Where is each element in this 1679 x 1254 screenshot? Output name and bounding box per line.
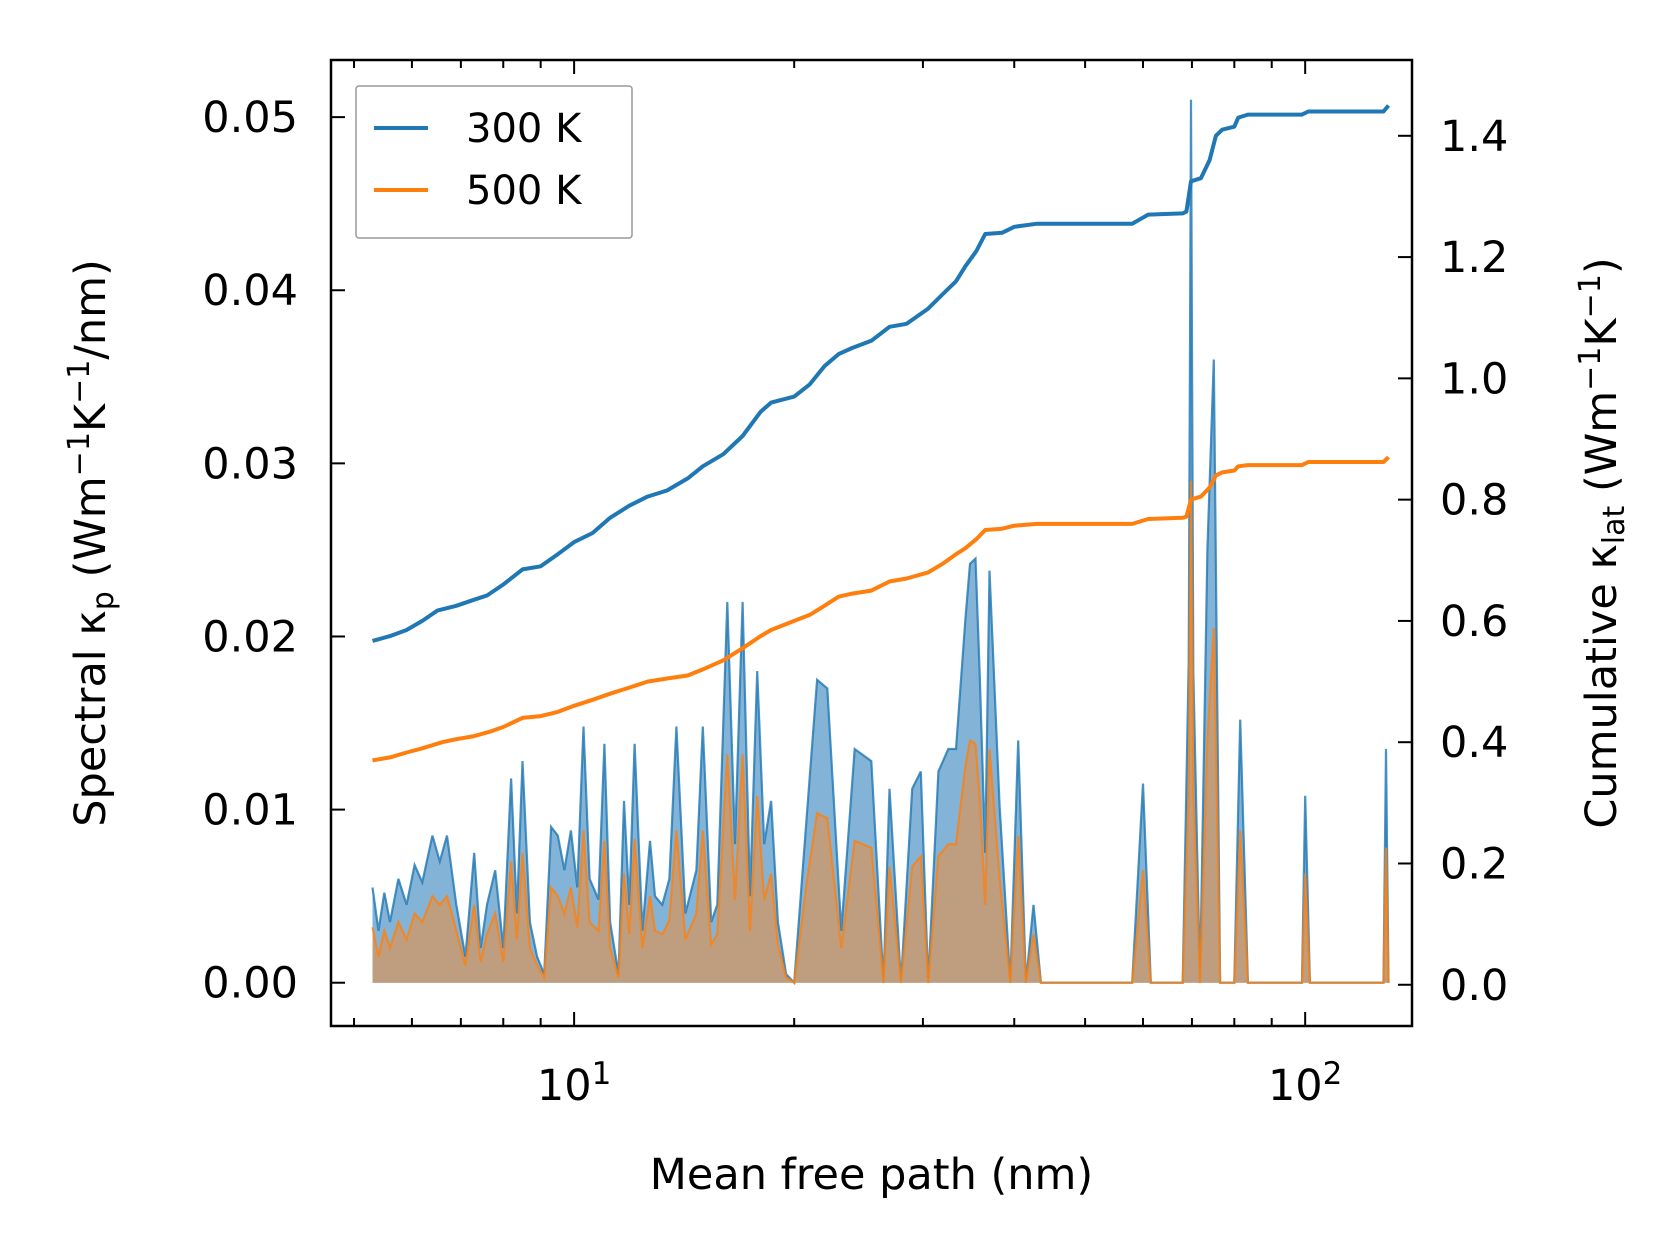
legend-box bbox=[355, 85, 633, 239]
legend-label: 300 K bbox=[466, 106, 583, 152]
spectral-area-300k bbox=[372, 99, 1389, 983]
legend: 300 K 500 K bbox=[355, 85, 633, 239]
y-right-tick-label: 1.0 bbox=[1440, 354, 1508, 404]
y-right-tick-label: 0.0 bbox=[1440, 961, 1508, 1011]
y-right-tick-label: 0.2 bbox=[1440, 839, 1508, 889]
y-right-tick-label: 1.2 bbox=[1440, 233, 1508, 283]
y-left-axis-title: Spectral κp (Wm−1K−1/nm) bbox=[62, 259, 121, 827]
x-tick-label: 101 bbox=[537, 1056, 611, 1111]
plot-content bbox=[371, 99, 1391, 986]
spectral-area-500k bbox=[372, 480, 1389, 983]
y-left-tick-label: 0.04 bbox=[202, 266, 298, 316]
legend-label: 500 K bbox=[466, 168, 583, 214]
plot-frame bbox=[329, 58, 1414, 1028]
axes: 101 102 0.00 0.01 0.02 0.03 0.04 0.05 0.0 0.2 0.4 0… bbox=[62, 58, 1632, 1200]
y-left-tick-label: 0.02 bbox=[202, 612, 298, 662]
y-left-tick-label: 0.00 bbox=[202, 959, 298, 1009]
y-right-tick-label: 0.8 bbox=[1440, 476, 1508, 526]
y-left-tick-label: 0.05 bbox=[202, 93, 298, 143]
spectral-line-500k bbox=[371, 480, 1390, 985]
cumulative-line-300k bbox=[371, 104, 1391, 643]
plot-area bbox=[371, 99, 1391, 986]
y-right-axis-title: Cumulative κlat (Wm−1K−1) bbox=[1573, 257, 1632, 828]
y-right-tick-label: 0.6 bbox=[1440, 597, 1508, 647]
y-right-tick-label: 0.4 bbox=[1440, 718, 1508, 768]
x-axis-title: Mean free path (nm) bbox=[650, 1150, 1093, 1200]
y-left-tick-label: 0.01 bbox=[202, 786, 298, 836]
y-right-tick-label: 1.4 bbox=[1440, 112, 1508, 162]
x-tick-label: 102 bbox=[1268, 1056, 1342, 1111]
cumulative-line-500k bbox=[372, 455, 1390, 763]
y-left-tick-label: 0.03 bbox=[202, 439, 298, 489]
